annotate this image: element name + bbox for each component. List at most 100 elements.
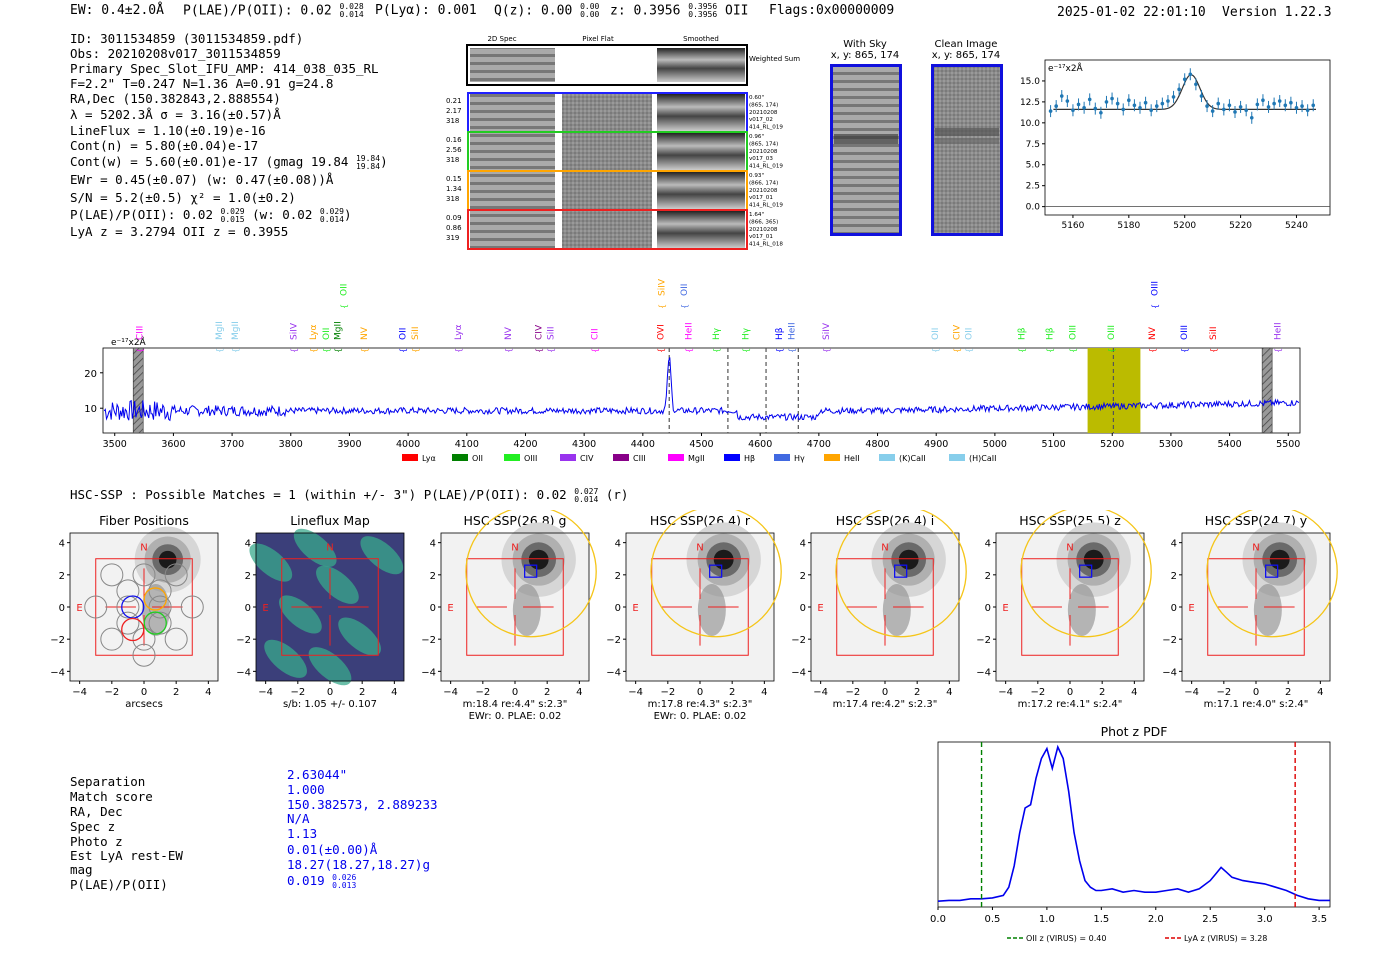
spec-line-bracket: { (534, 348, 543, 353)
match-plae-hi: 0.027 (574, 486, 599, 496)
galaxy-arm (882, 583, 911, 636)
spec-legend-swatch (560, 454, 576, 461)
imaging-caption: m:17.2 re:4.1" s:2.4" (1018, 699, 1123, 710)
fit-data-point (1182, 77, 1187, 82)
compass-east: E (817, 603, 823, 614)
match-ellipse (465, 510, 597, 638)
spec-legend-label: Hγ (794, 454, 805, 463)
fit-ytick-label: 12.5 (1020, 98, 1040, 108)
imaging-ytick-label: −4 (236, 667, 251, 678)
spec-line-label: OII (340, 284, 350, 296)
imaging-caption: s/b: 1.05 +/- 0.107 (283, 699, 377, 710)
spec-legend-swatch (824, 454, 840, 461)
cutout-col-label: 2D Spec (487, 35, 516, 43)
with-sky-title: With Sky x, y: 865, 174 (830, 39, 900, 61)
spec-line-bracket: { (787, 348, 796, 353)
imaging-ytick-label: 2 (1171, 571, 1177, 582)
cutout-row-stat: 0.16 (446, 136, 462, 144)
info-plae-w-lo: 0.014 (319, 214, 344, 224)
cutout-row-meta: 414_RL_019 (749, 203, 783, 209)
spec-line-bracket: { (822, 348, 831, 353)
fiber-circle (164, 563, 188, 587)
fit-data-point (1048, 109, 1053, 113)
aperture-box (466, 558, 564, 656)
plae-value-hi: 0.026 (332, 872, 357, 882)
spec-line-label: Lyα (454, 324, 464, 340)
fit-data-point (1115, 101, 1120, 106)
fit-data-point (1266, 105, 1271, 109)
fit-data-point (1255, 102, 1260, 107)
spec-line-bracket: { (680, 304, 689, 309)
match-plae-lo: 0.014 (574, 494, 599, 504)
spec-xtick-label: 5200 (1100, 439, 1124, 450)
info-sn: S/N = 5.2(±0.5) χ² = 1.0(±0.2) (70, 190, 296, 205)
fit-data-point (1071, 108, 1075, 113)
spec-line-bracket: { (290, 348, 299, 353)
aperture-box (1021, 558, 1119, 656)
spec-line-label: HeII (685, 322, 695, 340)
imaging-caption: arcsecs (125, 699, 163, 710)
spec-xtick-label: 5300 (1159, 439, 1183, 450)
info-params: F=2.2" T=0.247 N=1.36 A=0.91 g=24.8 (70, 76, 334, 91)
spec-masked-region (1261, 347, 1273, 434)
imaging-caption: m:17.1 re:4.0" s:2.4" (1204, 699, 1309, 710)
galaxy-blob (158, 550, 177, 569)
spec-legend-swatch (949, 454, 965, 461)
imaging-ytick-label: 2 (985, 571, 991, 582)
imaging-xtick-label: 4 (391, 687, 397, 698)
spec-line-bracket: { (504, 348, 513, 353)
spec-line-bracket: { (953, 348, 962, 353)
spec-xtick-label: 4100 (455, 439, 479, 450)
cutout-row-meta: v017_01 (749, 234, 773, 240)
spec-line-label: MgII (215, 321, 225, 340)
fit-data-point (1233, 110, 1237, 114)
header-flags: Flags:0x00000009 (769, 3, 895, 18)
spec-line-bracket: { (1274, 348, 1283, 353)
galaxy-blob (1269, 549, 1290, 570)
cutout-row: 0.21 2.17 318 0.60"(865, 174) 20210208v017_0… (446, 92, 783, 133)
spec-line-bracket: { (1148, 348, 1157, 353)
pdf-xtick-label: 0.5 (984, 914, 1000, 925)
radec-label: RA, Dec (70, 804, 123, 819)
lineflux-map-blob (264, 639, 307, 678)
cutout-row-stat: 318 (446, 156, 459, 164)
lineflux-map-blob (316, 565, 359, 604)
spec-xtick-label: 3700 (220, 439, 244, 450)
match-summary: HSC-SSP : Possible Matches = 1 (within +… (70, 487, 628, 504)
fiber-circle (116, 579, 140, 603)
imaging-panel: Fiber Positions N E −4 −4 −2 −2 0 0 2 2 4 4 arcsecs (50, 513, 219, 710)
cutout-row-meta: 0.96" (749, 134, 764, 140)
photoz-label: Photo z (70, 834, 123, 849)
pdf-xtick-label: 0.0 (930, 914, 946, 925)
spec-line-bracket: { (322, 348, 331, 353)
fiber-circle (116, 611, 140, 635)
fit-data-point (1171, 95, 1176, 99)
spec-legend-swatch (774, 454, 790, 461)
info-primary: Primary Spec_Slot_IFU_AMP: 414_038_035_R… (70, 61, 379, 76)
info-lyaz: LyA z = 3.2794 OII z = 0.3955 (70, 224, 289, 239)
spec-xtick-label: 4900 (924, 439, 948, 450)
fit-data-point (1277, 99, 1282, 103)
cutout-row-frame (467, 209, 748, 250)
spec-line-label: SiIV (822, 322, 832, 340)
imaging-xtick-label: 2 (173, 687, 179, 698)
imaging-xtick-label: 2 (544, 687, 550, 698)
cutout-pixel-flat (562, 94, 652, 131)
info-ewr: EWr = 0.45(±0.07) (w: 0.47(±0.08))Å (70, 172, 334, 187)
spec-line-bracket: { (309, 348, 318, 353)
fit-xtick-label: 5220 (1229, 221, 1252, 231)
imaging-ytick-label: −4 (421, 667, 436, 678)
spec-line-label: OIII (1180, 325, 1190, 340)
spec-line-bracket: { (931, 348, 940, 353)
spec-legend-label: Lyα (422, 454, 436, 463)
spec-line-bracket: { (1017, 348, 1026, 353)
match-ellipse (650, 510, 782, 638)
imaging-ytick-label: 0 (615, 603, 621, 614)
weighted-2d-spec (470, 48, 555, 82)
fit-data-point (1244, 108, 1248, 113)
cutout-row-meta: 20210208 (749, 110, 778, 116)
imaging-ytick-label: −2 (236, 635, 251, 646)
fit-data-point (1054, 104, 1058, 108)
header-plae-hi: 0.028 (339, 2, 364, 11)
